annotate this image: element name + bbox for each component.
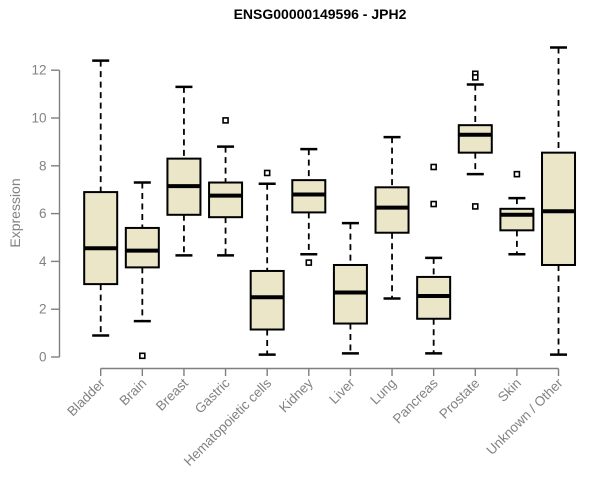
svg-text:Skin: Skin xyxy=(495,376,524,405)
x-tick-label: Kidney xyxy=(276,375,316,415)
y-tick-label: 10 xyxy=(31,111,46,126)
svg-text:Prostate: Prostate xyxy=(436,376,482,422)
outlier-point xyxy=(305,259,313,266)
outlier-point xyxy=(430,163,437,171)
x-tick-label: Bladder xyxy=(64,375,108,419)
svg-text:Liver: Liver xyxy=(326,375,358,407)
x-tick-label: Unknown / Other xyxy=(483,375,566,458)
svg-text:Brain: Brain xyxy=(117,376,150,409)
box-unknown-other xyxy=(541,46,577,356)
y-axis: 0 2 4 6 8 10 12 xyxy=(31,63,61,365)
svg-text:Kidney: Kidney xyxy=(276,375,316,415)
x-tick-label: Breast xyxy=(153,375,191,413)
y-tick-label: 0 xyxy=(39,350,47,365)
svg-text:Pancreas: Pancreas xyxy=(390,375,441,426)
x-tick-label: Prostate xyxy=(436,376,482,422)
box-gastric xyxy=(208,117,244,257)
y-tick-label: 2 xyxy=(39,302,47,317)
outlier-point xyxy=(263,169,271,177)
box-skin xyxy=(499,170,535,256)
svg-text:Breast: Breast xyxy=(153,375,191,413)
box-liver xyxy=(332,221,368,355)
svg-text:Unknown / Other: Unknown / Other xyxy=(483,375,566,458)
outlier-point xyxy=(513,170,521,178)
y-tick-label: 12 xyxy=(31,63,46,78)
x-tick-label: Brain xyxy=(117,376,150,409)
chart-title: ENSG00000149596 - JPH2 xyxy=(233,6,407,22)
outlier-point xyxy=(471,74,479,81)
svg-text:Bladder: Bladder xyxy=(64,375,108,419)
x-tick-label: Liver xyxy=(326,375,358,407)
x-tick-label: Lung xyxy=(367,376,399,408)
outlier-point xyxy=(222,117,229,124)
box-lung xyxy=(374,135,410,300)
box-bladder xyxy=(83,59,119,337)
y-tick-label: 4 xyxy=(39,254,47,269)
outlier-point xyxy=(471,203,479,210)
x-tick-label: Gastric xyxy=(192,375,233,416)
box-prostate xyxy=(457,70,493,210)
y-tick-label: 8 xyxy=(39,158,47,173)
box-hematopoietic-cells xyxy=(249,169,285,356)
box-breast xyxy=(166,85,202,257)
outlier-point xyxy=(430,200,437,208)
box-kidney xyxy=(291,147,327,266)
svg-text:Lung: Lung xyxy=(367,376,399,408)
x-tick-label: Pancreas xyxy=(390,375,441,426)
y-tick-label: 6 xyxy=(39,206,47,221)
box-brain xyxy=(124,181,160,360)
x-tick-label: Skin xyxy=(495,376,524,405)
svg-text:Gastric: Gastric xyxy=(192,375,233,416)
box-pancreas xyxy=(416,163,452,355)
outlier-point xyxy=(139,352,146,360)
